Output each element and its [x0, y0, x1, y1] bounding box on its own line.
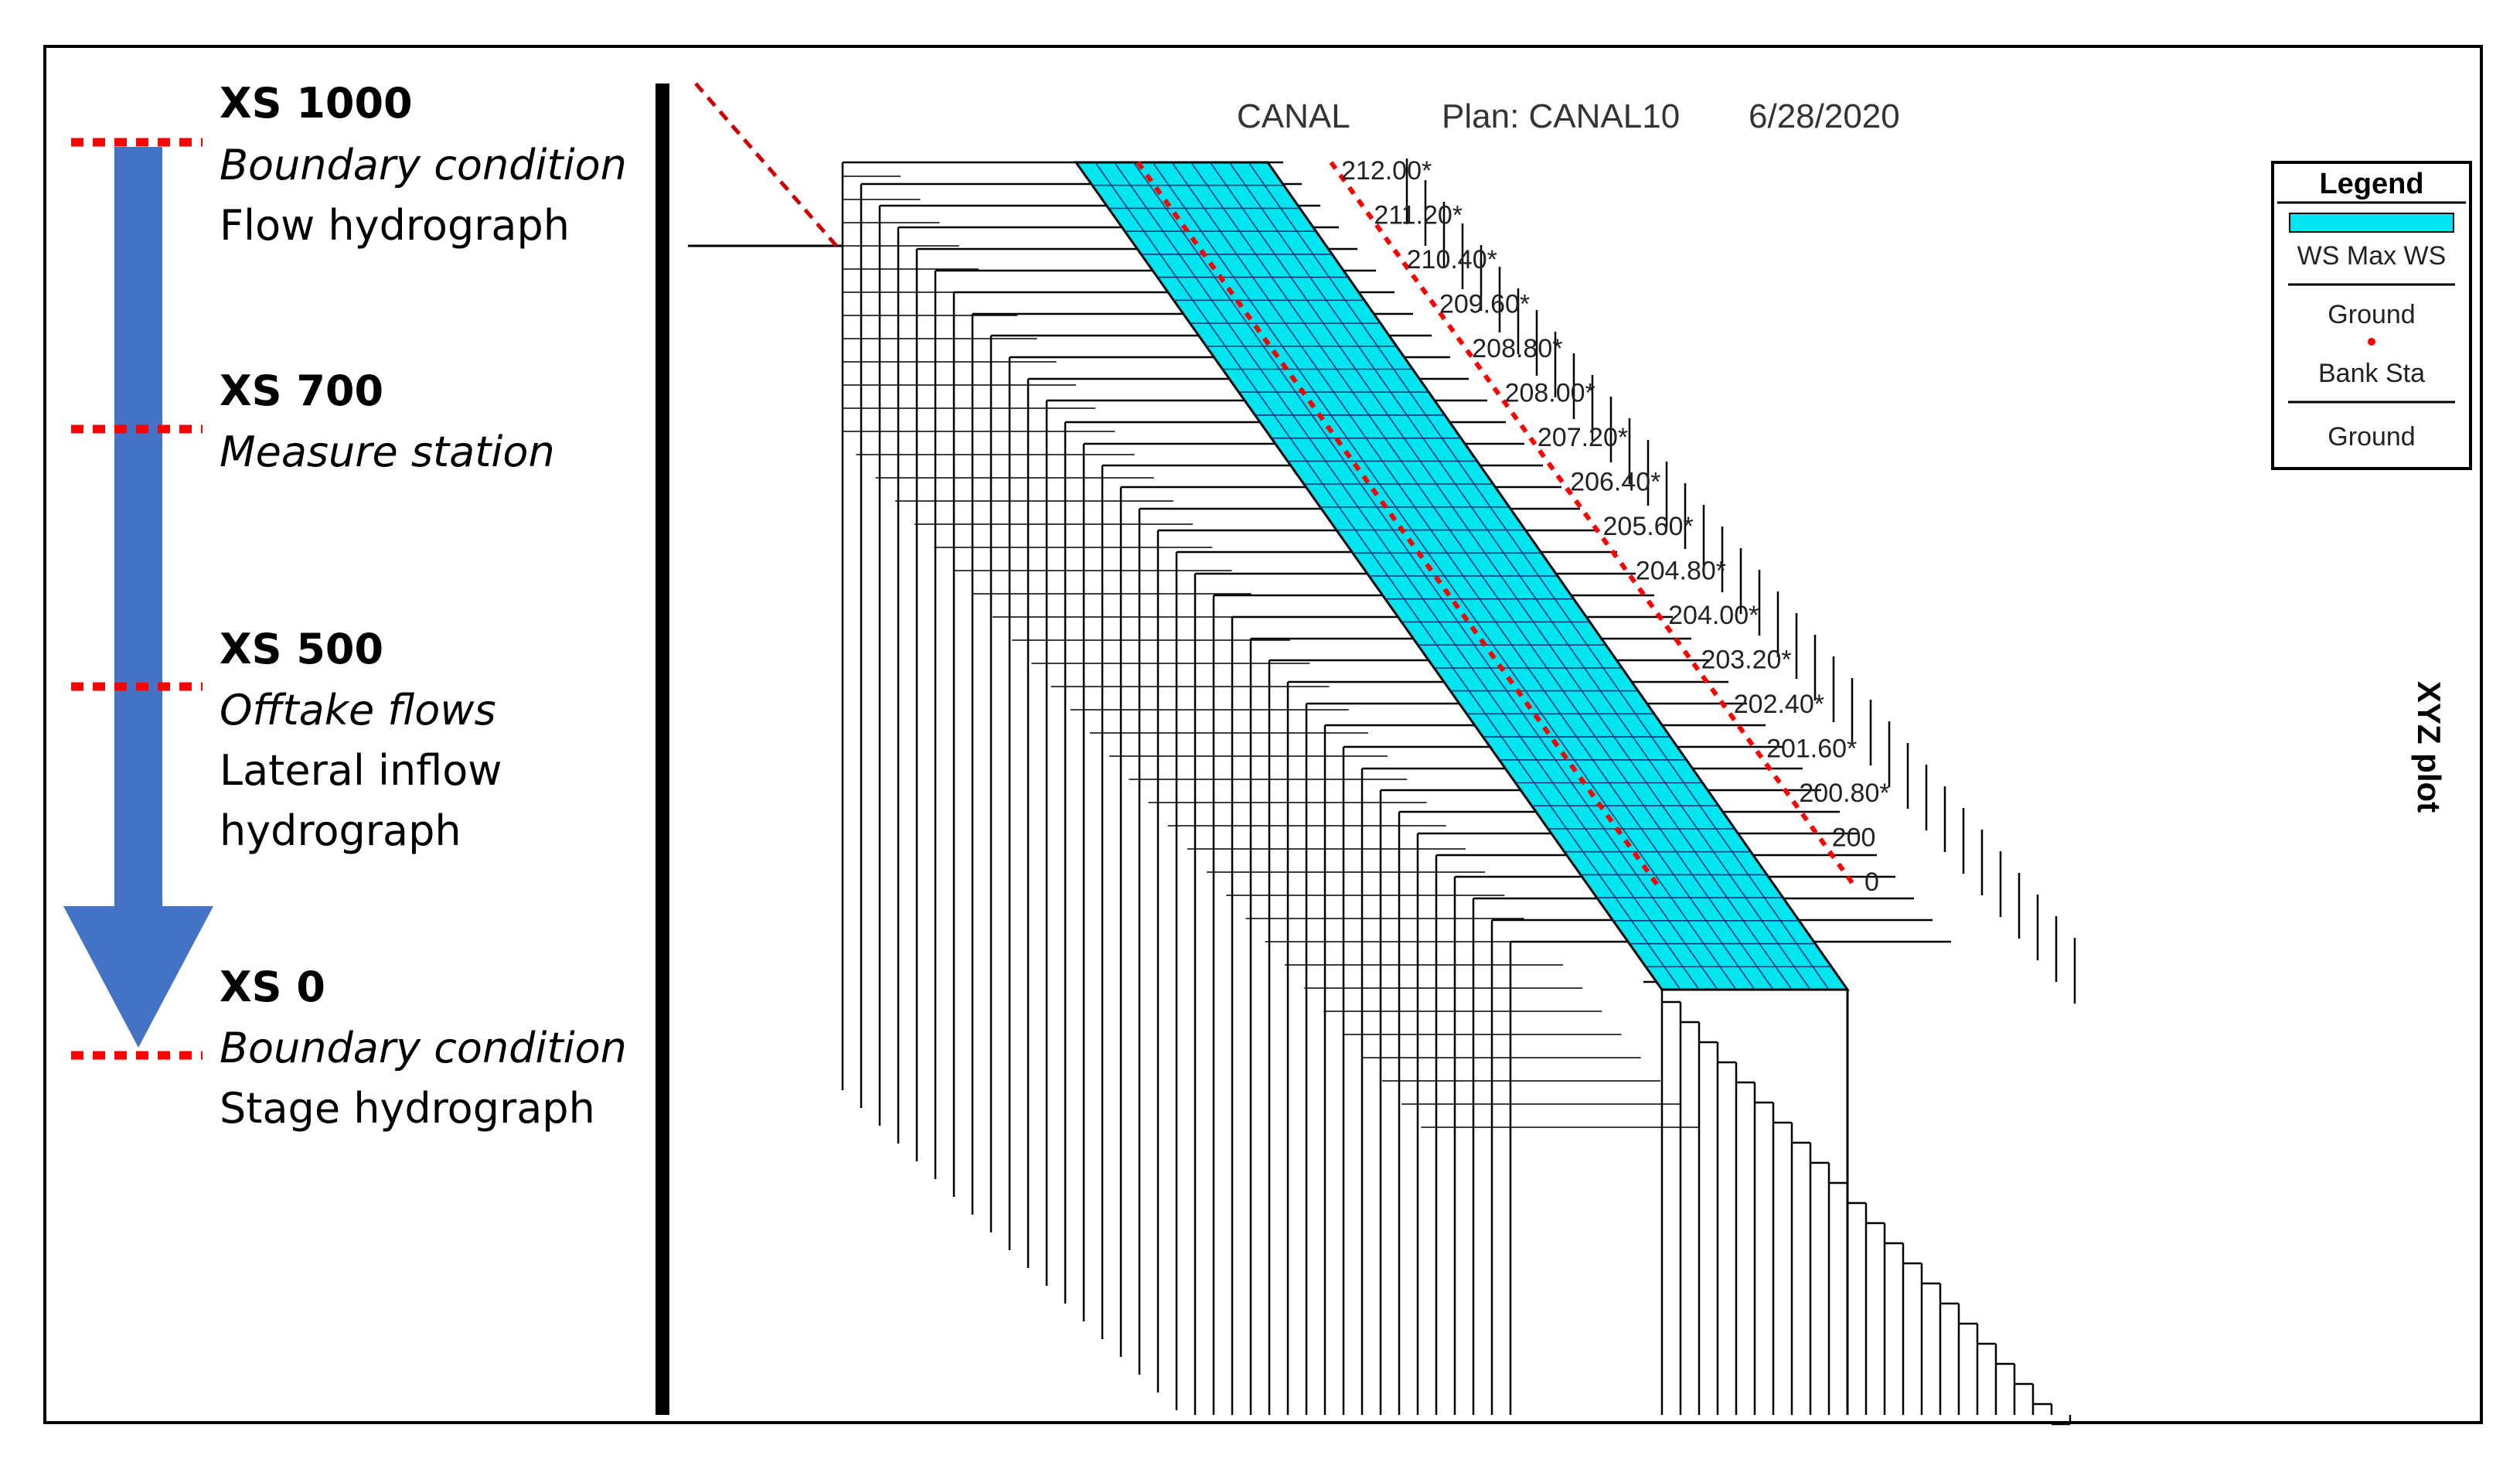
water-grid-vertical	[1095, 162, 1681, 990]
xs500-line-3: hydrograph	[220, 806, 461, 855]
xs1000-line-1: Boundary condition	[220, 141, 627, 189]
reference-bank-line	[694, 82, 838, 247]
legend-item-ground-1: Ground	[2328, 300, 2415, 329]
legend-title: Legend	[2319, 168, 2423, 200]
station-label: 205.60*	[1603, 512, 1694, 541]
station-label: 204.80*	[1636, 557, 1726, 586]
water-grid-vertical	[1209, 162, 1793, 990]
xs0-line-1: Boundary condition	[220, 1024, 627, 1072]
legend-item-ground-2: Ground	[2328, 422, 2415, 452]
legend-item-ws: WS Max WS	[2297, 241, 2447, 271]
flow-arrow-head	[63, 906, 213, 1048]
xs0-line-2: Stage hydrograph	[220, 1084, 595, 1133]
station-label: 207.20*	[1538, 423, 1628, 452]
plot-title-plan: Plan: CANAL10	[1442, 97, 1680, 135]
xs500-line-2: Lateral inflow	[220, 746, 502, 795]
station-label: 209.60*	[1439, 290, 1530, 319]
station-label: 200	[1832, 823, 1876, 853]
plot-title-date: 6/28/2020	[1749, 97, 1900, 135]
xs700-line-1: Measure station	[220, 428, 555, 476]
bank-station-left	[1136, 161, 1663, 891]
water-grid-vertical	[1171, 162, 1755, 990]
station-label: 202.40*	[1734, 690, 1824, 719]
divider-bar	[656, 84, 669, 1415]
station-label: 212.00*	[1341, 156, 1432, 186]
station-label: 0	[1864, 867, 1879, 897]
station-label: 211.20*	[1374, 201, 1463, 230]
water-grid-vertical	[1132, 162, 1718, 990]
legend: Legend WS Max WS Ground Bank Sta Ground	[2271, 161, 2472, 470]
side-label: XYZ plot	[2411, 681, 2447, 813]
xs500-line-1: Offtake flows	[220, 686, 496, 734]
bank-station-right	[1329, 161, 1859, 891]
water-grid-vertical	[1190, 162, 1774, 990]
cross-section-grid	[841, 158, 2076, 1426]
water-grid-vertical	[1248, 162, 1830, 990]
legend-bank-dot	[2368, 338, 2375, 346]
water-grid-vertical	[1152, 162, 1737, 990]
bank-station-lines	[1136, 161, 1859, 891]
station-label: 208.00*	[1505, 379, 1595, 408]
xs500-heading: XS 500	[220, 625, 383, 673]
station-label: 203.20*	[1701, 646, 1791, 675]
station-label: 210.40*	[1407, 245, 1497, 274]
station-labels: 212.00* 211.20* 210.40* 209.60* 208.80* 208.0…	[1341, 156, 1890, 897]
legend-item-bank: Bank Sta	[2318, 359, 2425, 388]
xs0-heading: XS 0	[220, 963, 325, 1011]
station-label: 201.60*	[1766, 734, 1857, 764]
water-surface-grid	[1092, 162, 1832, 990]
station-label: 204.00*	[1668, 601, 1759, 630]
legend-water-swatch	[2289, 213, 2454, 233]
left-panel: XS 1000 Boundary condition Flow hydrogra…	[63, 79, 627, 1133]
xyz-plot: CANAL Plan: CANAL10 6/28/2020 212.00* 211…	[688, 82, 2076, 1426]
station-label: 200.80*	[1799, 779, 1889, 808]
xs1000-line-2: Flow hydrograph	[220, 201, 570, 250]
flow-arrow-shaft	[114, 147, 162, 912]
xs1000-heading: XS 1000	[220, 79, 413, 128]
figure-frame	[43, 45, 2483, 1424]
station-label: 206.40*	[1570, 468, 1660, 497]
plot-title-river: CANAL	[1237, 97, 1350, 135]
water-grid-vertical	[1228, 162, 1811, 990]
water-grid-vertical	[1113, 162, 1700, 990]
xs700-heading: XS 700	[220, 366, 383, 415]
station-label: 208.80*	[1472, 334, 1562, 363]
